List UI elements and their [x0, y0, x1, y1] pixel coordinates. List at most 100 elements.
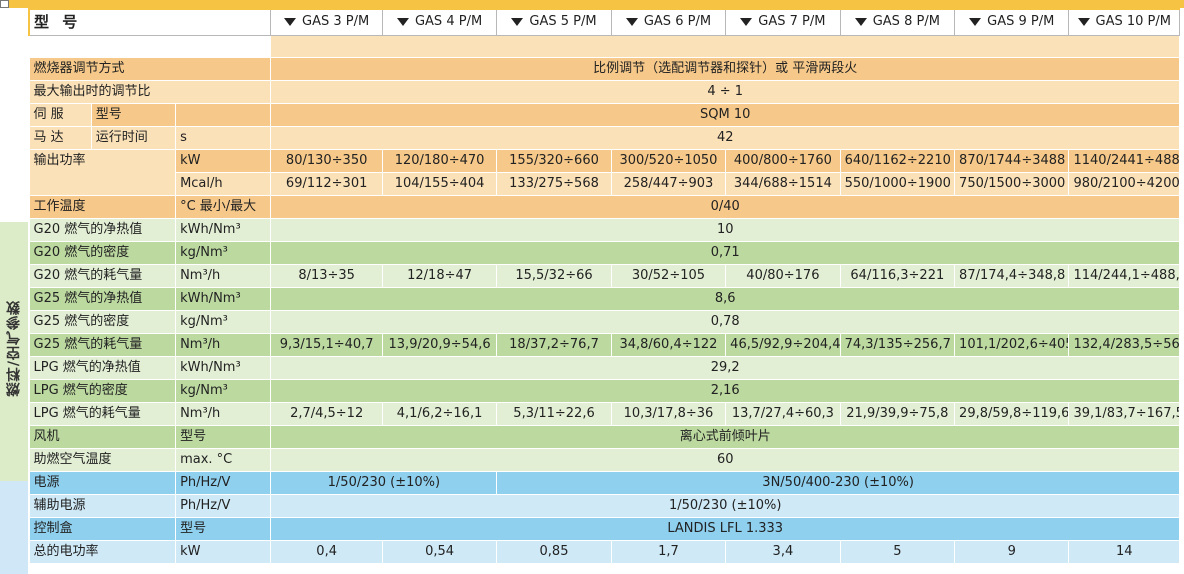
cell: 400/800÷1760 — [725, 148, 841, 173]
table-row: LPG 燃气的密度 kg/Nm³ 2,16 — [28, 378, 1180, 403]
cell: 64/116,3÷221 — [839, 263, 956, 288]
cell: 0,54 — [381, 539, 498, 564]
spec-table: 型 号 GAS 3 P/M GAS 4 P/M GAS 5 P/M GAS 6 … — [28, 8, 1180, 564]
row-label: 总的电功率 — [28, 539, 177, 564]
table-row: 最大输出时的调节比 4 ÷ 1 — [28, 79, 1180, 104]
row-label: LPG 燃气的密度 — [28, 378, 177, 403]
top-accent-bar — [0, 0, 1184, 8]
cell: 9 — [954, 539, 1070, 564]
dropdown-arrow-icon — [396, 17, 409, 26]
row-value: 29,2 — [270, 355, 1180, 380]
model-header: 型 号 — [28, 8, 272, 36]
row-value: SQM 10 — [270, 102, 1180, 127]
model-gas4[interactable]: GAS 4 P/M — [381, 8, 498, 36]
table-row: 助燃空气温度 max. °C 60 — [28, 447, 1180, 472]
table-row: 辅助电源 Ph/Hz/V 1/50/230 (±10%) — [28, 493, 1180, 518]
row-label: 风机 — [28, 424, 177, 449]
cell: 300/520÷1050 — [610, 148, 727, 173]
row-label: 最大输出时的调节比 — [28, 79, 272, 104]
model-gas6[interactable]: GAS 6 P/M — [610, 8, 727, 36]
row-value: 0,78 — [270, 309, 1180, 334]
cell: 34,8/60,4÷122 — [610, 332, 727, 357]
cell: 2,7/4,5÷12 — [270, 401, 383, 426]
row-value: 1/50/230 (±10%) — [270, 493, 1180, 518]
cell: 550/1000÷1900 — [839, 171, 956, 196]
row-label: G20 燃气的耗气量 — [28, 263, 177, 288]
cell: 13,7/27,4÷60,3 — [725, 401, 841, 426]
row-label: LPG 燃气的耗气量 — [28, 401, 177, 426]
row-unit: 型号 — [175, 424, 272, 449]
table-row: 电源 Ph/Hz/V 1/50/230 (±10%) 3N/50/400-230… — [28, 470, 1180, 495]
cell: 0,4 — [270, 539, 383, 564]
row-value: 1/50/230 (±10%) — [270, 470, 498, 495]
row-unit: kg/Nm³ — [175, 378, 272, 403]
cell: 101,1/202,6÷405,1 — [954, 332, 1070, 357]
table-row: 总的电功率 kW 0,4 0,54 0,85 1,7 3,4 5 9 14 — [28, 539, 1180, 564]
cell: 133/275÷568 — [496, 171, 612, 196]
row-unit: Nm³/h — [175, 401, 272, 426]
row-value: 3N/50/400-230 (±10%) — [496, 470, 1180, 495]
row-value: 10 — [270, 217, 1180, 242]
row-unit: Mcal/h — [175, 171, 272, 196]
row-label: 伺 服 — [28, 102, 92, 127]
cell: 29,8/59,8÷119,6 — [954, 401, 1070, 426]
model-gas8[interactable]: GAS 8 P/M — [839, 8, 956, 36]
dropdown-arrow-icon — [854, 17, 867, 26]
dropdown-arrow-icon — [1077, 17, 1090, 26]
model-gas9[interactable]: GAS 9 P/M — [954, 8, 1070, 36]
row-unit — [175, 102, 272, 127]
row-label: G25 燃气的净热值 — [28, 286, 177, 311]
cell: 9,3/15,1÷40,7 — [270, 332, 383, 357]
cell: 74,3/135÷256,7 — [839, 332, 956, 357]
header-row: 型 号 GAS 3 P/M GAS 4 P/M GAS 5 P/M GAS 6 … — [28, 8, 1180, 36]
row-unit: max. °C — [175, 447, 272, 472]
table-row: 燃烧器调节方式 比例调节（选配调节器和探针）或 平滑两段火 — [28, 56, 1180, 81]
row-value: 2,16 — [270, 378, 1180, 403]
row-label: G25 燃气的密度 — [28, 309, 177, 334]
cell: 870/1744÷3488 — [954, 148, 1070, 173]
row-label: 辅助电源 — [28, 493, 177, 518]
model-gas3[interactable]: GAS 3 P/M — [270, 8, 383, 36]
table-row: Mcal/h 69/112÷301 104/155÷404 133/275÷56… — [29, 171, 1180, 196]
model-gas5[interactable]: GAS 5 P/M — [496, 8, 612, 36]
row-label: 助燃空气温度 — [28, 447, 177, 472]
row-value: 60 — [270, 447, 1180, 472]
spacer-cell — [270, 34, 1180, 58]
table-row: 风机 型号 离心式前倾叶片 — [28, 424, 1180, 449]
spacer-row — [28, 34, 1180, 58]
table-row: 工作温度 °C 最小/最大 0/40 — [28, 194, 1180, 219]
row-unit: kg/Nm³ — [175, 309, 272, 334]
cell: 14 — [1068, 539, 1180, 564]
row-unit: kWh/Nm³ — [175, 217, 272, 242]
table-row: 伺 服 型号 SQM 10 — [28, 102, 1180, 127]
row-value: 0/40 — [270, 194, 1180, 219]
model-gas7[interactable]: GAS 7 P/M — [725, 8, 841, 36]
row-unit: s — [175, 125, 272, 150]
fuel-air-section-label: 燃料/空气参数 — [6, 300, 22, 397]
row-label: G20 燃气的密度 — [28, 240, 177, 265]
dropdown-arrow-icon — [511, 17, 524, 26]
dropdown-arrow-icon — [969, 17, 982, 26]
cell: 640/1162÷2210 — [839, 148, 956, 173]
row-unit: Ph/Hz/V — [175, 470, 272, 495]
model-gas10[interactable]: GAS 10 P/M — [1068, 8, 1180, 36]
cell: 120/180÷470 — [381, 148, 498, 173]
cell: 39,1/83,7÷167,5 — [1068, 401, 1180, 426]
row-unit: kWh/Nm³ — [175, 355, 272, 380]
cell: 114/244,1÷488,5 — [1068, 263, 1180, 288]
cell: 21,9/39,9÷75,8 — [839, 401, 956, 426]
table-row: 马 达 运行时间 s 42 — [28, 125, 1180, 150]
cell: 5,3/11÷22,6 — [496, 401, 612, 426]
table-row: 控制盒 型号 LANDIS LFL 1.333 — [28, 516, 1180, 541]
table-row: G25 燃气的耗气量 Nm³/h 9,3/15,1÷40,7 13,9/20,9… — [28, 332, 1180, 357]
cell: 30/52÷105 — [610, 263, 727, 288]
cell: 87/174,4÷348,8 — [954, 263, 1070, 288]
dropdown-arrow-icon — [625, 17, 638, 26]
row-label: 马 达 — [28, 125, 92, 150]
row-sublabel: 运行时间 — [90, 125, 177, 150]
table-row: LPG 燃气的净热值 kWh/Nm³ 29,2 — [28, 355, 1180, 380]
row-label: 输出功率 — [28, 148, 177, 196]
cell: 13,9/20,9÷54,6 — [381, 332, 498, 357]
row-unit: kWh/Nm³ — [175, 286, 272, 311]
spacer-cell — [28, 34, 272, 58]
